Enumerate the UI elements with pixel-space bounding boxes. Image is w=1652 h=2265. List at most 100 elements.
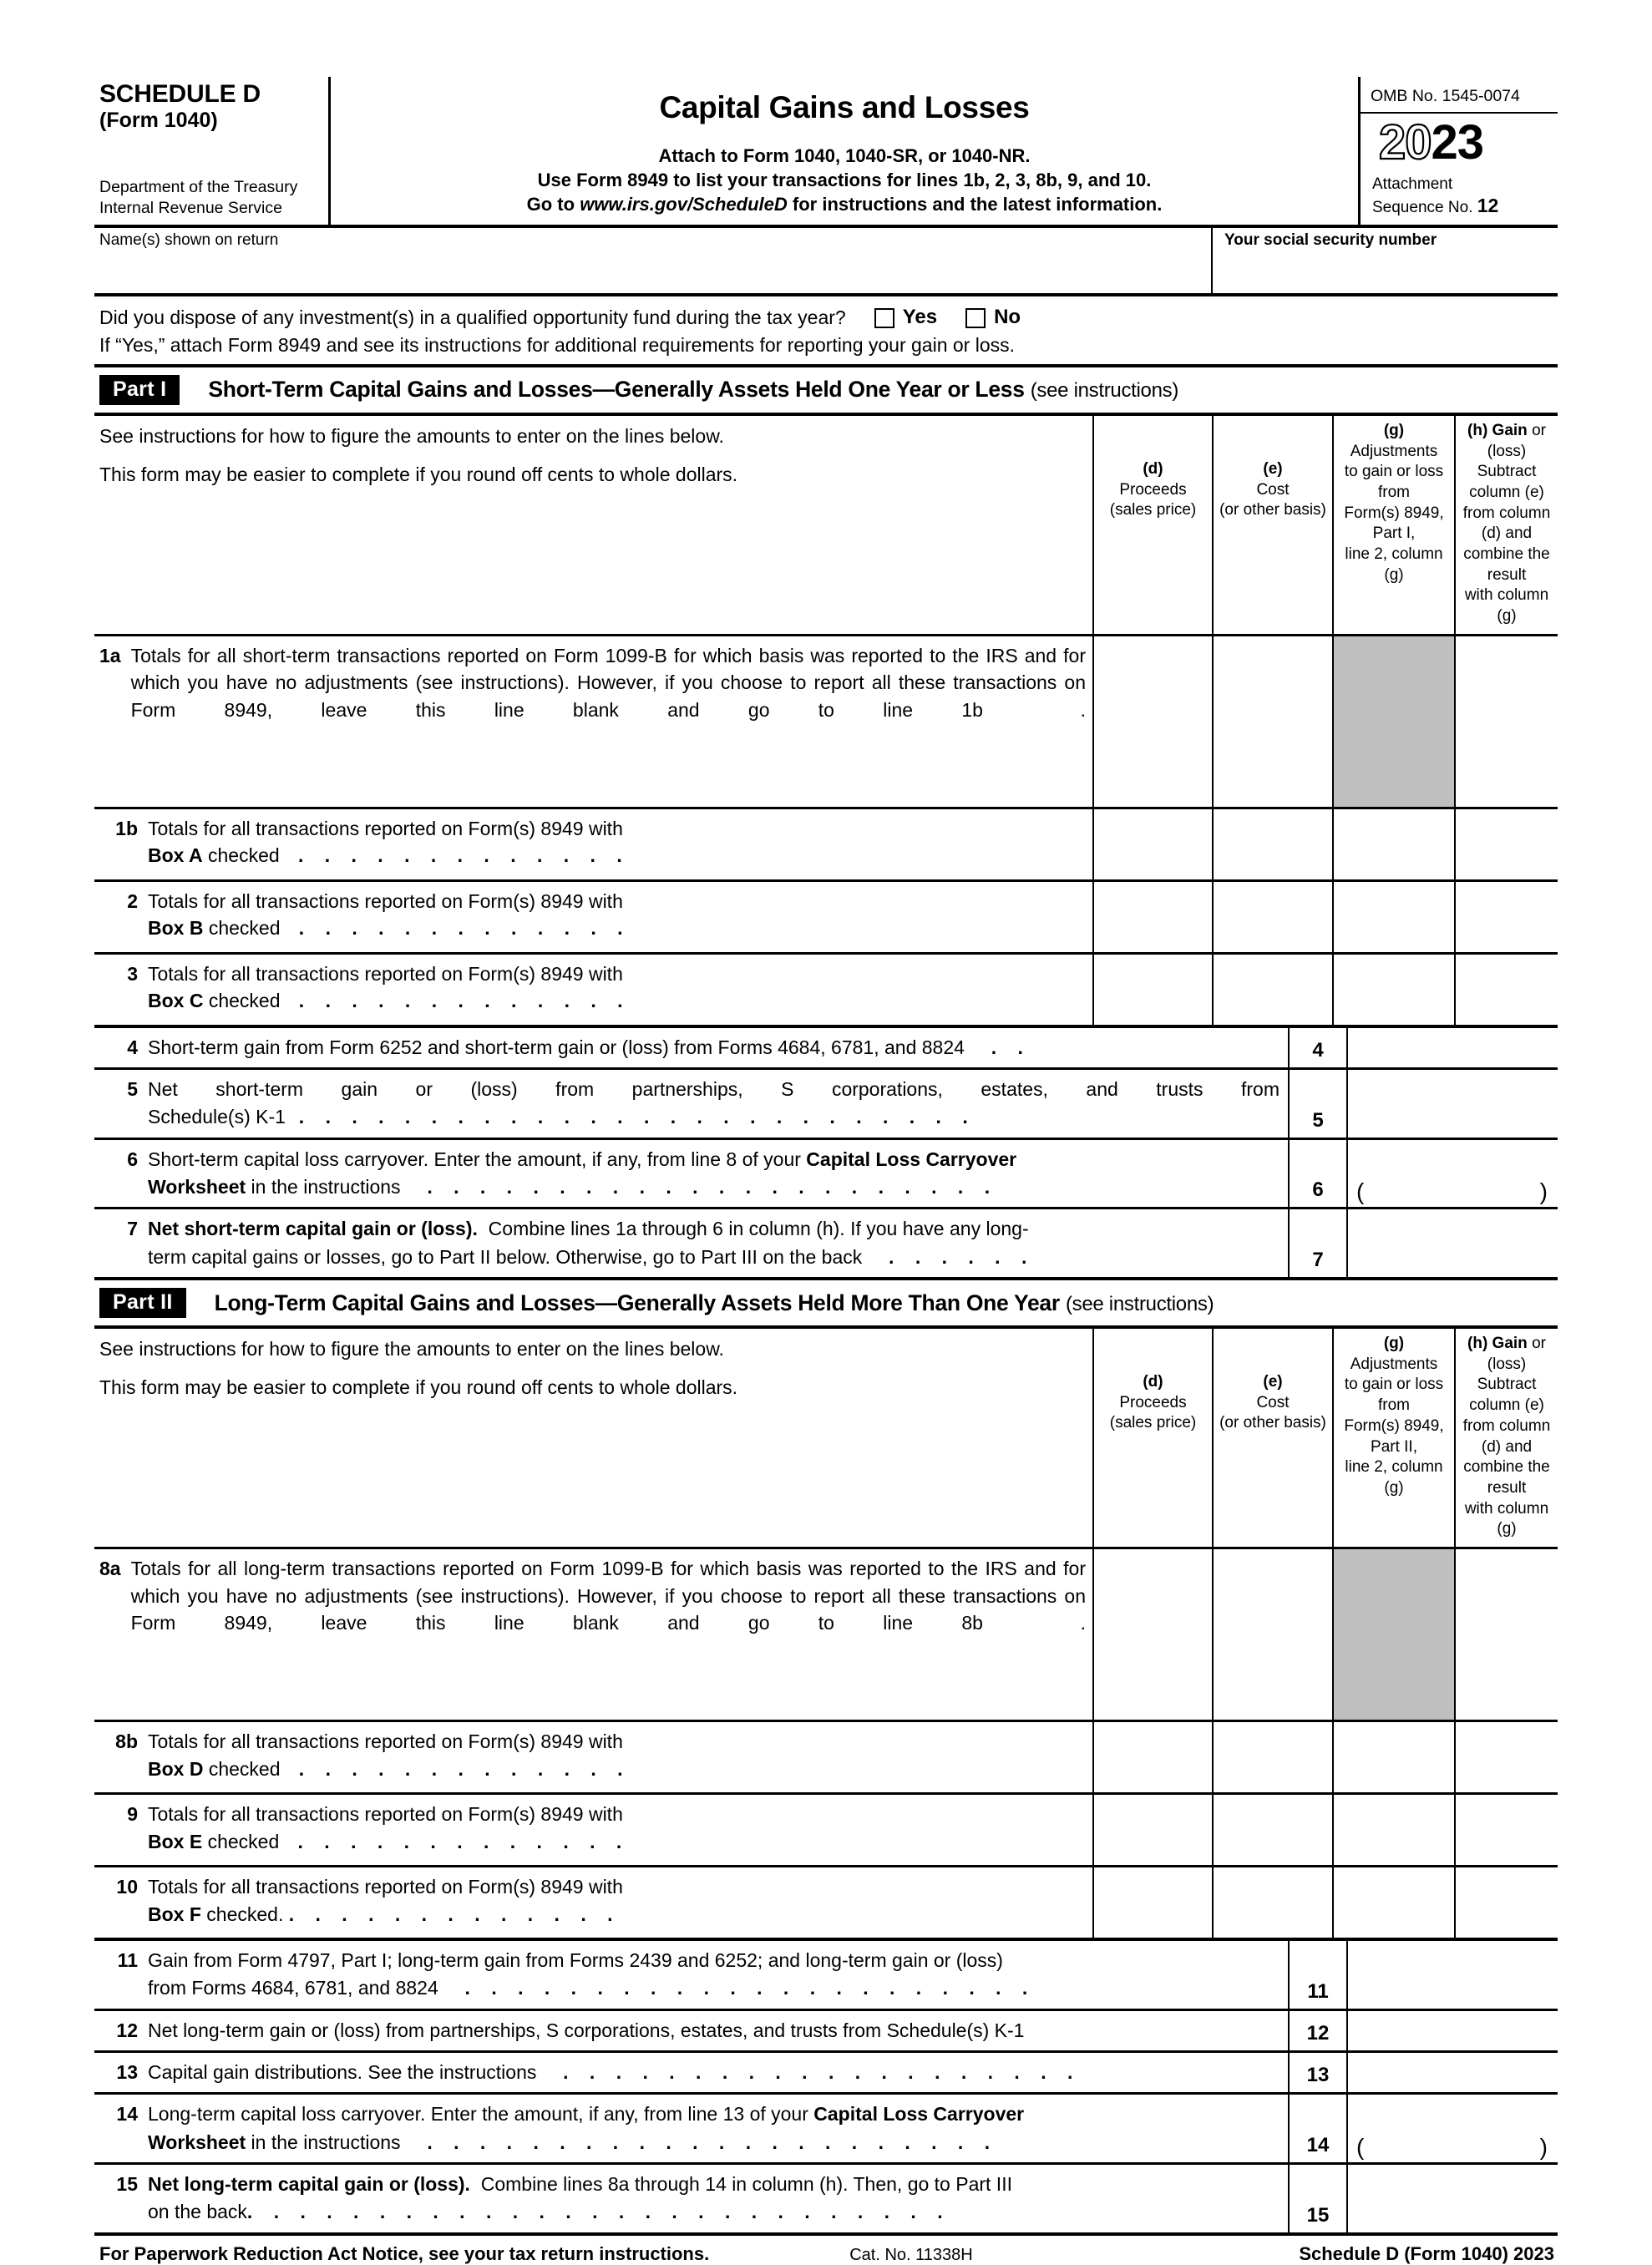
line-12-number: 12 bbox=[116, 2019, 138, 2041]
qof-question-text: Did you dispose of any investment(s) in … bbox=[99, 306, 846, 328]
line-12-amount[interactable] bbox=[1347, 2008, 1558, 2052]
part-1-banner: Part I Short-Term Capital Gains and Loss… bbox=[94, 367, 1558, 413]
issuing-agency: Department of the Treasury Internal Reve… bbox=[99, 177, 323, 218]
line-9-col-d[interactable] bbox=[1093, 1791, 1214, 1867]
dot-leader: . . . . . . . . . . . . . bbox=[288, 1903, 621, 1925]
line-1a-col-e[interactable] bbox=[1213, 633, 1334, 808]
line-15-lead: Net long-term capital gain or (loss). bbox=[148, 2173, 470, 2196]
col-d-line2: (sales price) bbox=[1109, 1414, 1197, 1432]
col-g-caption: (g) bbox=[1383, 1335, 1405, 1353]
form-footer: For Paperwork Reduction Act Notice, see … bbox=[94, 2232, 1558, 2265]
line-1b-col-d[interactable] bbox=[1093, 806, 1214, 881]
qof-yes-checkbox[interactable] bbox=[874, 308, 894, 329]
line-7-amount[interactable] bbox=[1347, 1207, 1558, 1278]
line-11-amount[interactable] bbox=[1347, 1937, 1558, 2010]
line-3-col-d[interactable] bbox=[1093, 951, 1214, 1025]
table-row: 1b Totals for all transactions reported … bbox=[94, 806, 1558, 881]
part-2-banner: Part II Long-Term Capital Gains and Loss… bbox=[94, 1280, 1558, 1325]
line-10-col-d[interactable] bbox=[1093, 1864, 1214, 1938]
col-d-caption: (d) bbox=[1143, 459, 1163, 478]
negative-paren-wrapper: () bbox=[1356, 1180, 1548, 1203]
ssn-field[interactable]: Your social security number bbox=[1213, 228, 1558, 293]
line-8a-col-h[interactable] bbox=[1455, 1546, 1558, 1721]
line-8b-col-g[interactable] bbox=[1333, 1719, 1456, 1794]
line-2-col-g[interactable] bbox=[1333, 879, 1456, 954]
dot-leader: . . . . . . bbox=[862, 1245, 1035, 1268]
line-5-amount[interactable] bbox=[1347, 1067, 1558, 1139]
table-row: 11 Gain from Form 4797, Part I; long-ter… bbox=[94, 1937, 1558, 2010]
line-4-box-number: 4 bbox=[1288, 1024, 1348, 1069]
line-6-number: 6 bbox=[127, 1148, 138, 1170]
line-2-number: 2 bbox=[127, 889, 138, 912]
col-e-line2: (or other basis) bbox=[1219, 1414, 1326, 1432]
line-8b-number: 8b bbox=[115, 1730, 138, 1752]
line-1b-col-g[interactable] bbox=[1333, 806, 1456, 881]
schedule-name: SCHEDULE D bbox=[99, 80, 261, 108]
part-2-instructions-cell: See instructions for how to figure the a… bbox=[94, 1325, 1094, 1548]
part-1-instruction-2: This form may be easier to complete if y… bbox=[99, 464, 738, 486]
line-8a-col-e[interactable] bbox=[1213, 1546, 1334, 1721]
col-e-line1: Cost bbox=[1256, 480, 1290, 499]
line-2-col-d[interactable] bbox=[1093, 879, 1214, 954]
line-3-col-e[interactable] bbox=[1213, 951, 1334, 1025]
col-d-line2: (sales price) bbox=[1109, 501, 1197, 519]
negative-paren-wrapper: () bbox=[1356, 2135, 1548, 2158]
line-1b-col-e[interactable] bbox=[1213, 806, 1334, 881]
col-h-line4: with column (g) bbox=[1464, 1499, 1549, 1538]
part-1-badge: Part I bbox=[99, 374, 180, 405]
dot-leader: . . . . . . . . . . . . . bbox=[285, 844, 631, 867]
line-8a-col-d[interactable] bbox=[1093, 1546, 1214, 1721]
qof-no-checkbox[interactable] bbox=[965, 308, 986, 329]
line-13-text: Capital gain distributions. See the inst… bbox=[148, 2061, 537, 2084]
line-2-box-label: Box B bbox=[148, 917, 204, 940]
line-7-text-a: Combine lines 1a through 6 in column (h)… bbox=[477, 1218, 1029, 1240]
attachment-label-2: Sequence No. bbox=[1372, 198, 1473, 216]
line-10-col-g[interactable] bbox=[1333, 1864, 1456, 1938]
line-3-col-g[interactable] bbox=[1333, 951, 1456, 1025]
col-h-line2: from column (d) and bbox=[1462, 1416, 1551, 1456]
line-1b-col-h[interactable] bbox=[1455, 806, 1558, 881]
line-10-col-e[interactable] bbox=[1213, 1864, 1334, 1938]
header-left-block: SCHEDULE D (Form 1040) Department of the… bbox=[94, 77, 331, 225]
name-field[interactable]: Name(s) shown on return bbox=[94, 228, 1213, 294]
line-11-box-number: 11 bbox=[1288, 1937, 1348, 2010]
line-6-amount[interactable]: () bbox=[1347, 1137, 1558, 1209]
part-1-instruction-1: See instructions for how to figure the a… bbox=[99, 424, 724, 447]
line-1b-text: Totals for all transactions reported on … bbox=[148, 817, 623, 839]
line-8b-col-h[interactable] bbox=[1455, 1719, 1558, 1794]
line-13-amount[interactable] bbox=[1347, 2050, 1558, 2094]
line-14-text-a: Long-term capital loss carryover. Enter … bbox=[148, 2103, 814, 2126]
col-g-line3: Form(s) 8949, Part II, bbox=[1344, 1416, 1444, 1456]
line-9-box-label: Box E bbox=[148, 1830, 203, 1852]
line-15-amount[interactable] bbox=[1347, 2162, 1558, 2232]
line-12-description: 12 Net long-term gain or (loss) from part… bbox=[94, 2008, 1289, 2052]
line-10-text: Totals for all transactions reported on … bbox=[148, 1875, 623, 1898]
table-row: 2 Totals for all transactions reported o… bbox=[94, 879, 1558, 954]
line-3-col-h[interactable] bbox=[1455, 951, 1558, 1025]
line-1b-box-label: Box A bbox=[148, 844, 203, 867]
line-8b-col-e[interactable] bbox=[1213, 1719, 1334, 1794]
line-8b-text: Totals for all transactions reported on … bbox=[148, 1730, 623, 1752]
line-1a-col-d[interactable] bbox=[1093, 633, 1214, 808]
line-1b-rest: checked bbox=[202, 844, 280, 867]
table-row: 6 Short-term capital loss carryover. Ent… bbox=[94, 1137, 1558, 1209]
irs-url[interactable]: www.irs.gov/ScheduleD bbox=[580, 194, 788, 215]
line-3-description: 3 Totals for all transactions reported o… bbox=[94, 951, 1094, 1025]
line-2-col-h[interactable] bbox=[1455, 879, 1558, 954]
page-title: Capital Gains and Losses bbox=[659, 90, 1030, 124]
paperwork-notice: For Paperwork Reduction Act Notice, see … bbox=[99, 2242, 710, 2264]
table-row: 5 Net short-term gain or (loss) from par… bbox=[94, 1067, 1558, 1139]
line-2-rest: checked bbox=[203, 917, 281, 940]
line-1a-col-h[interactable] bbox=[1455, 633, 1558, 808]
line-9-col-h[interactable] bbox=[1455, 1791, 1558, 1867]
schedule-form-number: (Form 1040) bbox=[99, 108, 218, 132]
line-8b-col-d[interactable] bbox=[1093, 1719, 1214, 1794]
line-2-col-e[interactable] bbox=[1213, 879, 1334, 954]
line-4-amount[interactable] bbox=[1347, 1024, 1558, 1069]
line-9-col-g[interactable] bbox=[1333, 1791, 1456, 1867]
col-h-caption-rest: or (loss) bbox=[1487, 421, 1546, 460]
table-row: 1a Totals for all short-term transaction… bbox=[94, 633, 1558, 808]
line-14-amount[interactable]: () bbox=[1347, 2092, 1558, 2164]
line-9-col-e[interactable] bbox=[1213, 1791, 1334, 1867]
line-10-col-h[interactable] bbox=[1455, 1864, 1558, 1938]
